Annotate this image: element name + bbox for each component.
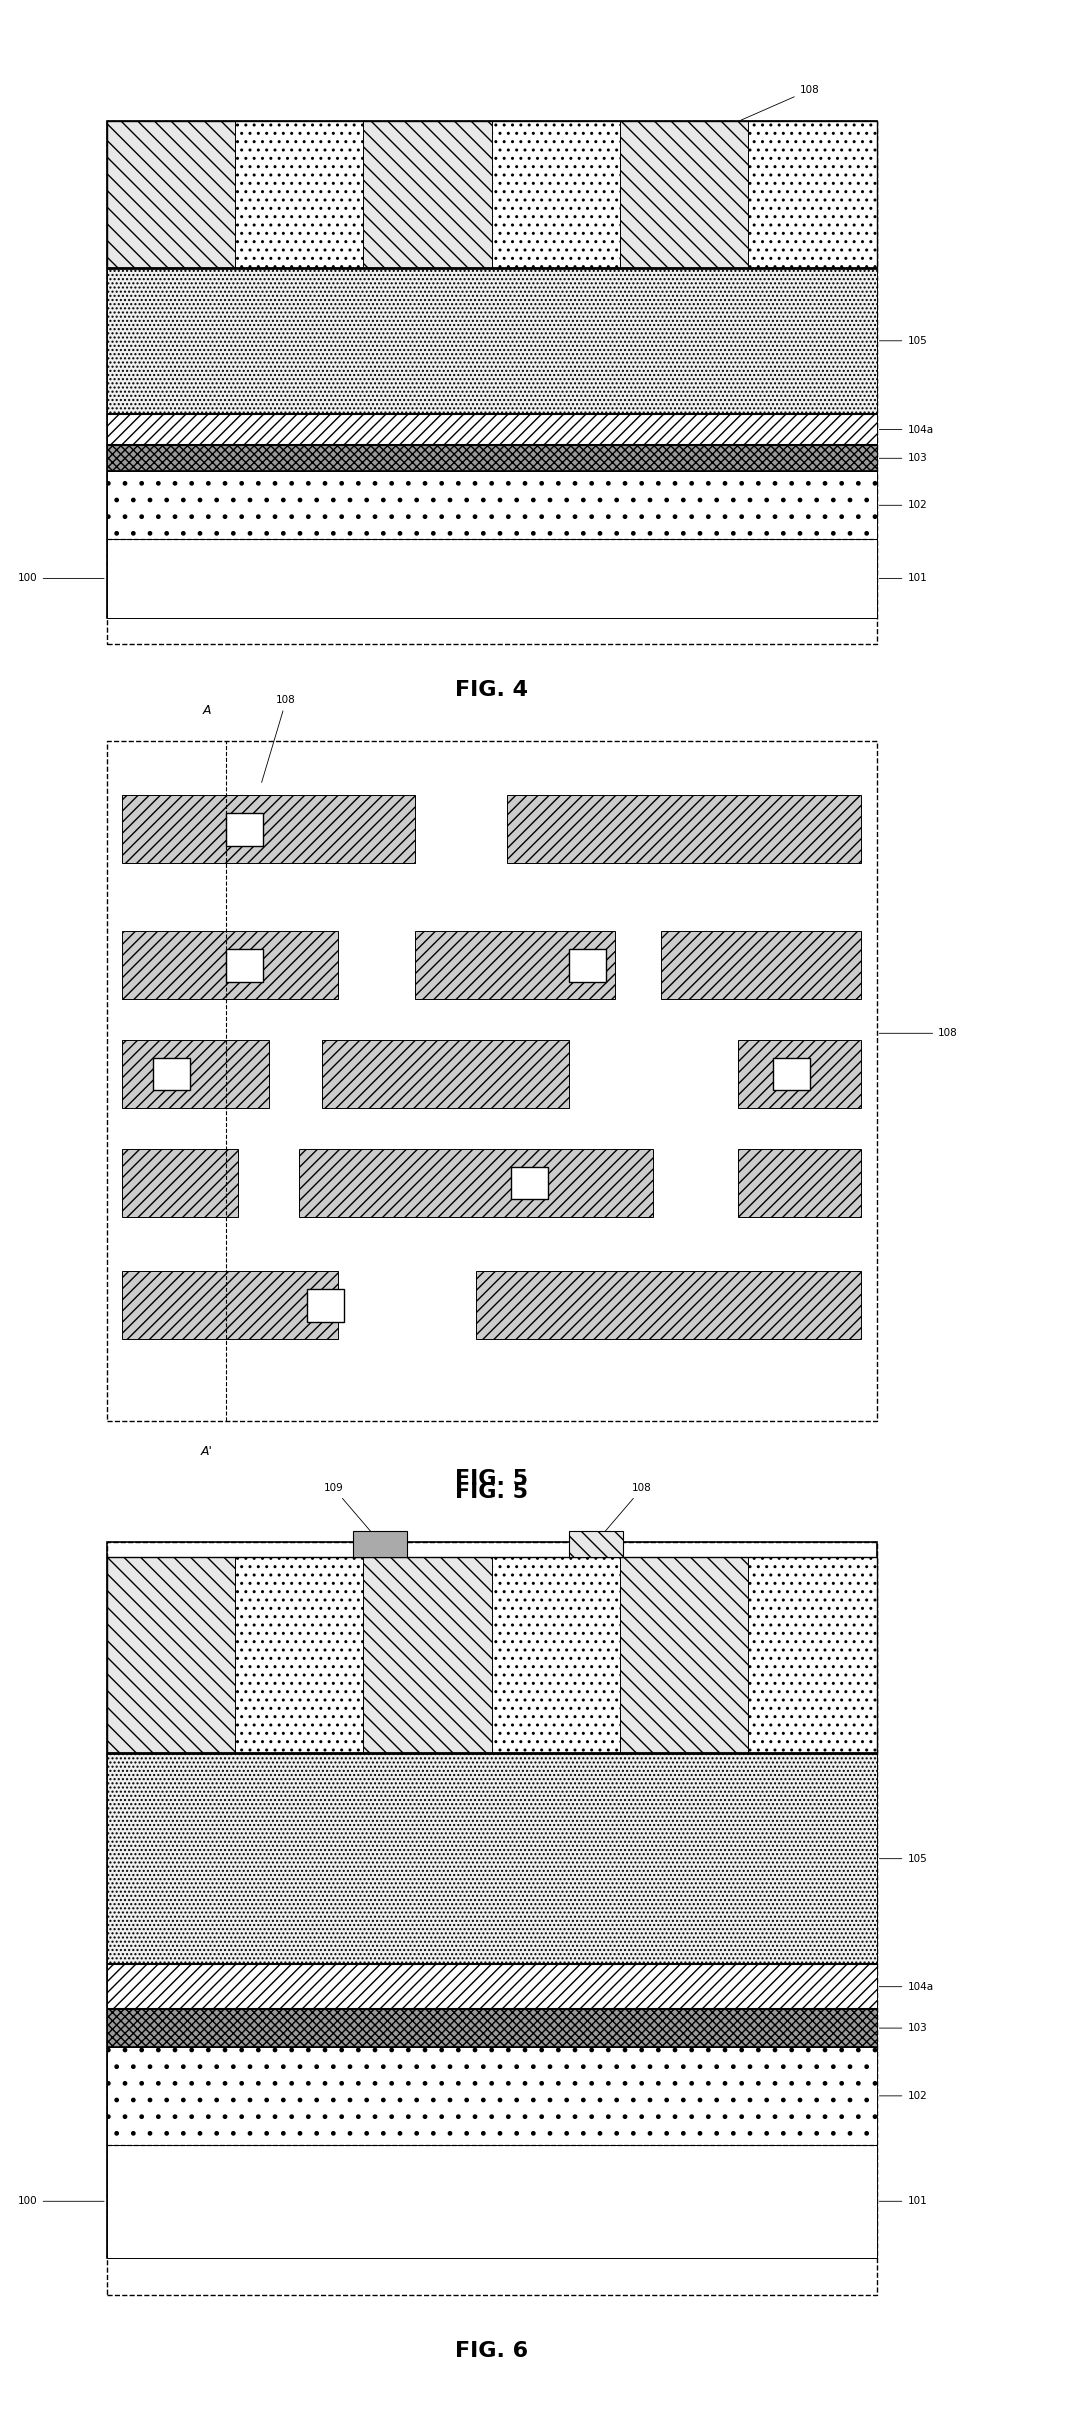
Bar (107, 445, 877, 471)
Bar (773, 1057, 809, 1091)
Bar (363, 1557, 492, 1754)
Text: 101: 101 (880, 2196, 927, 2206)
Text: 109: 109 (324, 1484, 378, 1540)
Bar (363, 121, 492, 267)
Bar (748, 1557, 877, 1754)
Bar (748, 121, 877, 267)
Text: 108: 108 (598, 1484, 652, 1540)
Text: 101: 101 (880, 573, 927, 583)
Bar (620, 121, 748, 267)
Bar (738, 1040, 862, 1108)
Bar (107, 267, 877, 413)
Text: FIG. 4: FIG. 4 (455, 680, 528, 700)
Bar (235, 121, 363, 267)
Text: 105: 105 (880, 1853, 927, 1863)
Bar (661, 930, 862, 998)
Text: 104a: 104a (880, 1982, 933, 1992)
Bar (107, 121, 877, 267)
Text: 100: 100 (18, 573, 104, 583)
Bar (107, 1557, 235, 1754)
Bar (122, 794, 415, 862)
Text: 100: 100 (18, 2196, 104, 2206)
Bar (122, 1040, 268, 1108)
Bar (107, 1965, 877, 2009)
Text: 108: 108 (262, 695, 296, 782)
Bar (107, 1754, 877, 1965)
Text: 105: 105 (880, 335, 927, 345)
Bar (122, 1149, 237, 1217)
Bar (107, 2145, 877, 2259)
Bar (307, 1290, 344, 1321)
Bar (511, 1166, 548, 1200)
Bar (477, 1270, 862, 1338)
Bar (235, 1557, 363, 1754)
Bar (323, 1040, 569, 1108)
Bar (738, 1149, 862, 1217)
Bar (569, 950, 606, 981)
Text: 102: 102 (880, 500, 927, 510)
Bar (569, 1530, 622, 1557)
Bar (227, 814, 263, 845)
Bar (620, 1557, 748, 1754)
Text: 108: 108 (741, 85, 819, 121)
Bar (492, 1557, 620, 1754)
Bar (107, 1557, 877, 1754)
Bar (107, 2048, 877, 2145)
Bar (492, 121, 620, 267)
Text: FIG. 5: FIG. 5 (455, 1482, 528, 1501)
Text: 104a: 104a (880, 425, 933, 435)
Bar (415, 930, 615, 998)
Bar (122, 930, 338, 998)
Bar (507, 794, 862, 862)
Text: 103: 103 (880, 2023, 927, 2033)
Bar (107, 471, 877, 539)
Text: FIG. 6: FIG. 6 (455, 2342, 528, 2361)
Bar (227, 950, 263, 981)
Text: A': A' (201, 1445, 213, 1457)
Bar (153, 1057, 190, 1091)
Text: 108: 108 (880, 1027, 958, 1037)
Text: 102: 102 (880, 2091, 927, 2101)
Text: 103: 103 (880, 454, 927, 464)
Bar (122, 1270, 338, 1338)
Bar (353, 1530, 407, 1557)
Bar (107, 2009, 877, 2048)
Text: FIG. 5: FIG. 5 (455, 1470, 528, 1489)
Bar (107, 121, 235, 267)
Text: A: A (203, 704, 212, 717)
Bar (107, 539, 877, 617)
Bar (299, 1149, 653, 1217)
Bar (107, 413, 877, 445)
